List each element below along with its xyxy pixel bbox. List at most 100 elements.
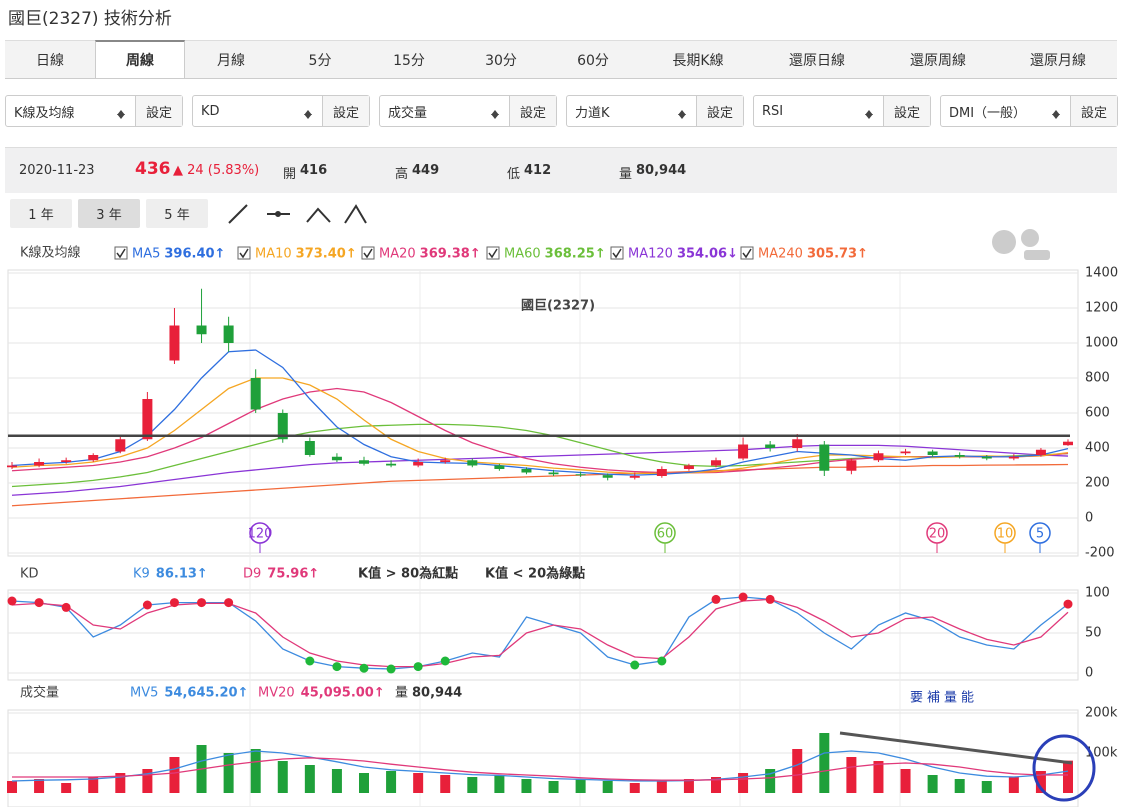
quote-change: ▲ 24 (5.83%) — [173, 163, 260, 178]
selector-box[interactable]: 力道K — [567, 96, 697, 126]
volume-bar — [413, 773, 424, 793]
range-button[interactable]: 5 年 — [146, 199, 208, 228]
kd-dot — [332, 662, 342, 672]
selector-box[interactable]: K線及均線 — [6, 96, 136, 126]
kd-dot — [169, 598, 179, 608]
volume-bar — [115, 773, 126, 793]
selector-box[interactable]: 成交量 — [380, 96, 510, 126]
selector-box[interactable]: KD — [193, 96, 323, 126]
legend-name: K9 — [133, 567, 150, 582]
chart-title: 國巨(2327) — [521, 299, 595, 314]
legend-checkbox — [740, 246, 754, 260]
kd-line — [11, 596, 1069, 670]
kd-dot — [657, 656, 667, 666]
tool-line[interactable] — [228, 204, 248, 224]
tab[interactable]: 還原月線 — [999, 40, 1117, 78]
tab[interactable]: 還原日線 — [757, 40, 877, 78]
y-tick-label: 200k — [1085, 706, 1118, 721]
legend-checkbox — [361, 246, 375, 260]
candle-body — [386, 463, 397, 466]
legend-checkbox — [237, 246, 251, 260]
tab[interactable]: 15分 — [363, 40, 455, 78]
kd-dot — [142, 600, 152, 610]
tool-hline[interactable] — [267, 211, 290, 217]
candle-body — [142, 399, 153, 440]
volume-bar — [34, 779, 45, 793]
settings-button[interactable]: 設定 — [1071, 96, 1117, 126]
volume-bar — [386, 771, 397, 793]
candle-body — [88, 455, 99, 461]
legend-value: 75.96↑ — [267, 567, 319, 582]
legend-name: MA120 — [628, 247, 673, 262]
tab[interactable]: 長期K線 — [639, 40, 757, 78]
volume-bar — [440, 775, 451, 793]
legend-value: 354.06↓ — [677, 247, 738, 262]
candle-body — [656, 469, 667, 476]
volume-bar — [765, 769, 776, 793]
volume-bar — [169, 757, 180, 793]
selector-box[interactable]: DMI（一般） — [941, 96, 1071, 126]
candle-body — [981, 456, 992, 459]
tab[interactable]: 日線 — [5, 40, 95, 78]
highlight-circle — [1032, 734, 1096, 802]
selector-box[interactable]: RSI — [754, 96, 884, 126]
ma-line — [11, 377, 1069, 475]
candle-body — [548, 472, 559, 475]
volume-bar — [359, 773, 369, 793]
candle-body — [1063, 441, 1073, 446]
marker-label: 5 — [1036, 527, 1044, 542]
selector: 成交量 設定 — [379, 95, 557, 127]
range-button[interactable]: 1 年 — [10, 199, 72, 228]
volume-bar — [142, 769, 153, 793]
panel-label: 成交量 — [20, 685, 59, 701]
range-button[interactable]: 3 年 — [78, 199, 140, 228]
legend-checkbox — [610, 246, 624, 260]
panel-frame — [7, 709, 1079, 807]
check — [742, 248, 752, 259]
kd-dot — [34, 598, 44, 608]
selector: DMI（一般） 設定 — [940, 95, 1118, 127]
legend-name: MA20 — [379, 247, 416, 262]
open-label: 開 — [283, 167, 297, 182]
tab[interactable]: 還原周線 — [877, 40, 999, 78]
tool-ab[interactable] — [344, 204, 367, 224]
check — [116, 248, 126, 259]
kd-dot — [197, 598, 207, 608]
volume-bar — [250, 749, 261, 793]
y-tick-label: 1200 — [1085, 301, 1118, 316]
y-tick-label: 1400 — [1085, 266, 1118, 281]
legend-value: 396.40↑ — [164, 247, 225, 262]
quote-bar: 2020-11-23 436 ▲ 24 (5.83%) 開 416 高 449 … — [5, 147, 1117, 193]
tab[interactable]: 月線 — [185, 40, 277, 78]
tab[interactable]: 60分 — [547, 40, 639, 78]
settings-button[interactable]: 設定 — [697, 96, 743, 126]
settings-button[interactable]: 設定 — [323, 96, 369, 126]
settings-button[interactable]: 設定 — [136, 96, 182, 126]
ma-line — [11, 444, 1069, 496]
legend-value: 54,645.20↑ — [164, 686, 248, 701]
volume-bar — [61, 783, 72, 793]
settings-button[interactable]: 設定 — [510, 96, 556, 126]
ma-line — [11, 463, 1069, 507]
kd-dot — [413, 662, 423, 672]
marker — [926, 522, 948, 544]
kd-dot — [386, 664, 396, 674]
marker-label: 20 — [929, 527, 946, 542]
kd-dot — [765, 594, 775, 604]
tab[interactable]: 5分 — [277, 40, 363, 78]
settings-button[interactable]: 設定 — [884, 96, 930, 126]
candle-body — [683, 465, 694, 469]
legend-checkbox — [486, 246, 500, 260]
candle-body — [34, 462, 45, 466]
candle-body — [954, 455, 965, 457]
ma-line — [11, 387, 1069, 474]
tab[interactable]: 周線 — [95, 40, 185, 78]
volume-bar — [873, 761, 884, 793]
y-tick-label: -200 — [1085, 546, 1115, 561]
tab[interactable]: 30分 — [455, 40, 547, 78]
volume-label: 量 — [619, 167, 633, 182]
ma-line — [11, 349, 1069, 476]
candle-body — [7, 465, 17, 468]
panel-frame — [7, 589, 1079, 681]
tool-angle[interactable] — [306, 207, 331, 223]
